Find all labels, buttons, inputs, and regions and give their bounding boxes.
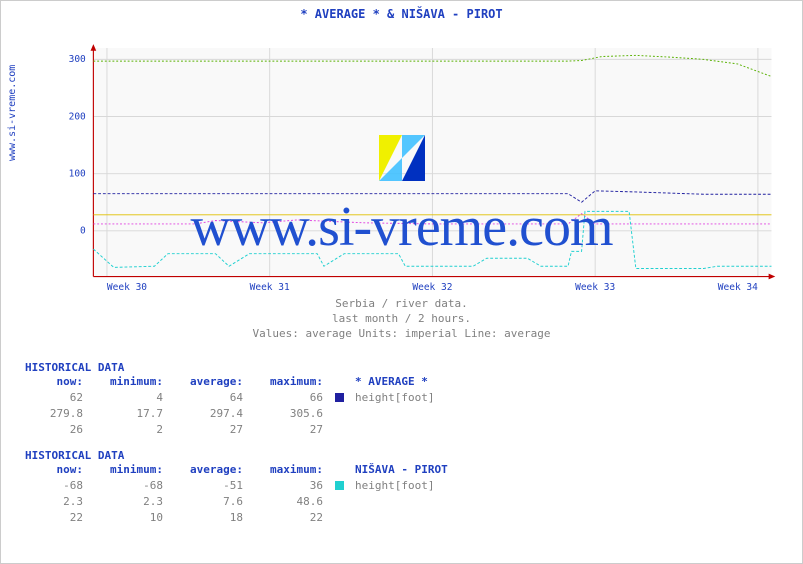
col-header: maximum: (255, 462, 335, 478)
caption-line-1: Serbia / river data. (1, 297, 802, 312)
svg-text:Week 32: Week 32 (412, 282, 452, 293)
chart-plot: 0100200300Week 30Week 31Week 32Week 33We… (61, 27, 781, 287)
data-cell: 27 (255, 422, 335, 438)
data-cell: 64 (175, 390, 255, 406)
data-cell: 48.6 (255, 494, 335, 510)
svg-text:0: 0 (80, 226, 86, 237)
data-cell: 297.4 (175, 406, 255, 422)
data-cell: 4 (95, 390, 175, 406)
data-cell: -68 (25, 478, 95, 494)
svg-text:Week 31: Week 31 (250, 282, 290, 293)
data-cell: 22 (25, 510, 95, 526)
data-cell: 18 (175, 510, 255, 526)
data-cell: -68 (95, 478, 175, 494)
data-cell: 17.7 (95, 406, 175, 422)
data-cell: 22 (255, 510, 335, 526)
data-cell: 2.3 (95, 494, 175, 510)
block-grid: now:minimum:average:maximum: NIŠAVA - PI… (25, 462, 448, 526)
chart-svg: 0 100 200 300 Week 30 Week 31 Week 32 Week 33 We… (61, 27, 781, 307)
data-cell: 27 (175, 422, 255, 438)
block-title: HISTORICAL DATA (25, 449, 448, 462)
svg-text:Week 34: Week 34 (718, 282, 758, 293)
historical-data-block-2: HISTORICAL DATAnow:minimum:average:maxim… (25, 449, 448, 526)
data-cell: 10 (95, 510, 175, 526)
y-axis-label: www.si-vreme.com (7, 65, 18, 161)
chart-caption: Serbia / river data. last month / 2 hour… (1, 297, 802, 342)
svg-text:Week 33: Week 33 (575, 282, 615, 293)
caption-line-3: Values: average Units: imperial Line: av… (1, 327, 802, 342)
data-cell: 2.3 (25, 494, 95, 510)
data-cell: 2 (95, 422, 175, 438)
col-header: average: (175, 374, 255, 390)
series-marker-icon (335, 393, 344, 402)
col-header: minimum: (95, 462, 175, 478)
col-header: minimum: (95, 374, 175, 390)
data-cell: 36 (255, 478, 335, 494)
historical-data-block-1: HISTORICAL DATAnow:minimum:average:maxim… (25, 361, 434, 438)
series-name: * AVERAGE * (355, 374, 434, 390)
svg-text:300: 300 (69, 54, 86, 65)
col-header: average: (175, 462, 255, 478)
svg-text:100: 100 (69, 169, 86, 180)
data-cell: 26 (25, 422, 95, 438)
col-header: maximum: (255, 374, 335, 390)
col-header: now: (25, 374, 95, 390)
data-cell: 7.6 (175, 494, 255, 510)
col-header: now: (25, 462, 95, 478)
unit-label: height[foot] (355, 390, 434, 406)
svg-text:200: 200 (69, 111, 86, 122)
data-cell: -51 (175, 478, 255, 494)
unit-label: height[foot] (355, 478, 448, 494)
data-cell: 279.8 (25, 406, 95, 422)
series-name: NIŠAVA - PIROT (355, 462, 448, 478)
chart-title: * AVERAGE * & NIŠAVA - PIROT (1, 1, 802, 21)
block-grid: now:minimum:average:maximum: * AVERAGE * 6… (25, 374, 434, 438)
caption-line-2: last month / 2 hours. (1, 312, 802, 327)
data-cell: 305.6 (255, 406, 335, 422)
data-cell: 66 (255, 390, 335, 406)
series-marker-icon (335, 481, 344, 490)
svg-text:Week 30: Week 30 (107, 282, 147, 293)
data-cell: 62 (25, 390, 95, 406)
block-title: HISTORICAL DATA (25, 361, 434, 374)
chart-container: * AVERAGE * & NIŠAVA - PIROT www.si-vrem… (0, 0, 803, 564)
